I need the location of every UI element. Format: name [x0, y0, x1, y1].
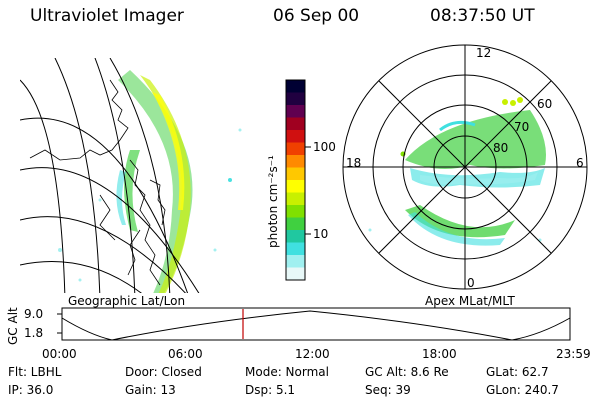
info-door: Door: Closed [125, 365, 202, 379]
timeline-axis-title: GC Alt [6, 307, 20, 345]
colorbar-segment [286, 117, 305, 131]
time: 08:37:50 UT [430, 6, 535, 26]
colorbar-segment [286, 230, 305, 243]
info-seq: Seq: 39 [365, 383, 411, 397]
polar-label-12: 12 [476, 46, 492, 60]
colorbar-segment [286, 192, 305, 206]
info-glat: GLat: 62.7 [486, 365, 549, 379]
polar-label-0: 0 [467, 276, 475, 290]
timeline-xtick: 23:59 [556, 347, 591, 361]
colorbar-segment [286, 217, 305, 231]
colorbar-segment [286, 267, 305, 281]
polar-label-6: 6 [576, 156, 584, 170]
colorbar-tick-10: 10 [313, 227, 329, 241]
aurora-emission-polar [368, 97, 546, 246]
colorbar-segment [286, 155, 305, 168]
colorbar-segment [286, 180, 305, 193]
timeline-xtick: 18:00 [422, 347, 457, 361]
info-ip: IP: 36.0 [8, 383, 54, 397]
colorbar-tick-100: 100 [313, 140, 336, 154]
colorbar-segment [286, 167, 305, 181]
polar-label-60: 60 [537, 97, 553, 111]
date: 06 Sep 00 [273, 6, 360, 26]
polar-map-label: Apex MLat/MLT [425, 294, 515, 308]
colorbar-segment [286, 242, 305, 256]
timeline-ytick-low: 1.8 [24, 326, 44, 340]
latlon-grid [20, 58, 200, 293]
title: Ultraviolet Imager [30, 6, 184, 26]
polar-grid [342, 44, 588, 290]
polar-label-80: 80 [493, 141, 509, 155]
timeline-xtick: 12:00 [295, 347, 330, 361]
timeline-xtick: 00:00 [42, 347, 77, 361]
timeline-xtick: 06:00 [168, 347, 203, 361]
colorbar-segment [286, 92, 305, 106]
aurora-emission-left [58, 70, 242, 293]
geographic-map-label: Geographic Lat/Lon [68, 294, 186, 308]
info-glon: GLon: 240.7 [486, 383, 559, 397]
coastlines [29, 79, 166, 286]
info-gcalt: GC Alt: 8.6 Re [365, 365, 449, 379]
info-mode: Mode: Normal [245, 365, 329, 379]
colorbar-segment [286, 105, 305, 118]
colorbar-segment [286, 130, 305, 143]
colorbar-segment [286, 142, 305, 156]
polar-label-70: 70 [514, 120, 530, 134]
polar-label-18: 18 [346, 156, 362, 170]
info-dsp: Dsp: 5.1 [245, 383, 296, 397]
colorbar-segment [286, 255, 305, 268]
timeline-ytick-high: 9.0 [24, 307, 44, 321]
info-gain: Gain: 13 [125, 383, 176, 397]
colorbar-segment [286, 80, 305, 93]
colorbar-segment [286, 205, 305, 218]
info-flt: Flt: LBHL [8, 365, 62, 379]
